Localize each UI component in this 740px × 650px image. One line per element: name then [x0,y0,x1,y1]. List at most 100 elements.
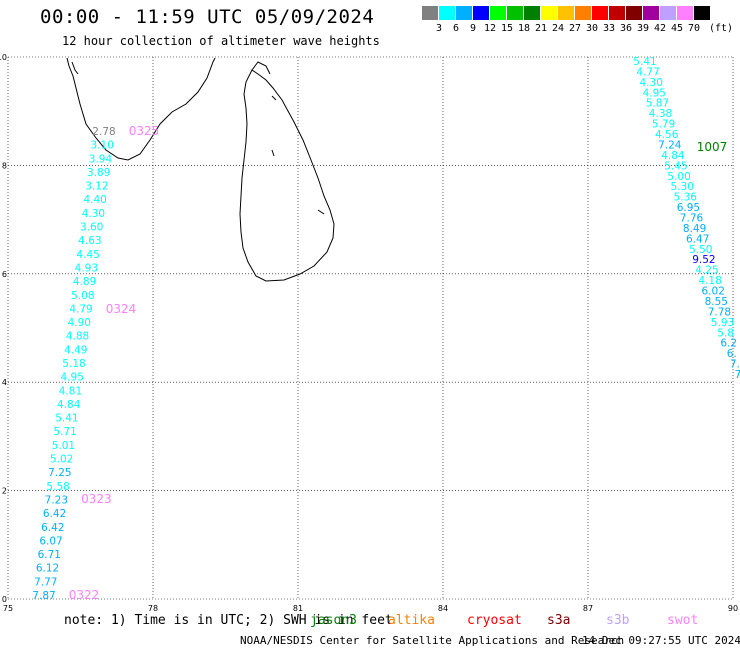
colorbar-swatch [541,6,557,20]
y-tick-label: 10 [0,53,7,62]
map-subtitle: 12 hour collection of altimeter wave hei… [62,34,380,48]
x-tick-label: 90 [728,604,738,613]
left-track: 2.78 3.103.94 3.89 3.124.40 4.30 3.604.63 4.45… [32,124,159,602]
wave-height-label: 5.45 [664,160,687,172]
wave-height-label: 6.42 [41,522,64,534]
legend-swot: swot [667,613,699,628]
colorbar-label: 30 [585,23,599,34]
wave-height-label: 5.58 [46,481,69,493]
wave-height-label: 6.71 [38,549,61,561]
wave-height-label: 5.71 [53,426,76,438]
wave-height-label: 6.2 [720,338,737,350]
wave-height-label: 5.41 [633,56,656,68]
pass-time-label: 0324 [106,302,137,316]
wave-height-label: 5.30 [671,181,694,193]
legend-s3a: s3a [547,613,571,628]
wave-height-label: 7 [735,369,740,381]
x-tick-label: 78 [148,604,158,613]
wave-height-label: 7.78 [708,306,731,318]
right-track: 5.414.774.304.955.874.385.794.567.244.84… [633,56,740,381]
y-tick-label: 2 [2,487,7,496]
wave-height-label: 4.25 [695,265,718,277]
colorbar-swatch [643,6,659,20]
colorbar-swatch [558,6,574,20]
colorbar-swatch [592,6,608,20]
wave-height-label: 6.02 [702,286,725,298]
axis-tick-labels: 75 78 81 84 87 90 0 2 4 6 8 10 [0,53,738,613]
pass-time-label: 0323 [81,492,112,506]
wave-height-label: 5.08 [71,290,94,302]
sri-lanka-outline [239,69,335,282]
wave-height-label: 4.95 [61,372,84,384]
colorbar-swatch [456,6,472,20]
colorbar-label: 27 [568,23,582,34]
colorbar-swatch [439,6,455,20]
wave-height-label: 6.47 [686,233,709,245]
wave-height-label: 2.78 [92,126,115,138]
wave-height-label: 4.84 [661,150,685,162]
wave-height-label: 3.89 [87,167,110,179]
wave-height-label: 6.42 [43,508,66,520]
wave-height-label: 4.81 [59,385,82,397]
colorbar-swatch [524,6,540,20]
wave-height-label: 5.50 [689,244,712,256]
pass-time-label: 1007 [697,140,728,154]
x-tick-label: 81 [293,604,303,613]
wave-height-label: 9.52 [692,254,715,266]
wave-height-label: 6. [727,348,737,360]
wave-height-label: 3.12 [85,181,108,193]
wave-height-label: 3.60 [80,222,103,234]
india-coast [66,57,216,161]
colorbar-label: 15 [500,23,514,34]
legend-jason3: jason3 [310,613,357,628]
pass-time-label: 0322 [69,588,100,602]
y-tick-label: 8 [2,161,7,170]
colorbar-label: 3 [435,23,443,34]
wave-height-label: 5.93 [711,317,734,329]
colorbar-label: 70 [687,23,701,34]
wave-height-label: 4.93 [75,262,98,274]
colorbar-swatch [490,6,506,20]
wave-height-label: 4.79 [69,303,92,315]
wave-height-label: 4.45 [76,249,99,261]
y-tick-label: 0 [2,595,7,604]
wave-height-label: 4.38 [649,108,672,120]
y-tick-label: 6 [2,270,7,279]
coast-islet [317,209,325,215]
wave-height-label: 3.10 [91,140,114,152]
coast-islet [271,149,275,157]
wave-height-label: 4.49 [64,344,87,356]
legend-s3b: s3b [606,613,630,628]
x-tick-label: 75 [3,604,13,613]
legend-cryosat: cryosat [467,613,522,628]
wave-height-label: 5.8 [717,327,734,339]
wave-height-label: 4.84 [57,399,81,411]
wave-height-label: 7.25 [48,467,71,479]
colorbar-label: 9 [469,23,477,34]
wave-height-label: 7.87 [32,590,55,602]
y-tick-label: 4 [2,378,7,387]
wave-height-label: 5.36 [674,192,698,204]
wave-height-label: 5.79 [652,119,675,131]
wave-height-label: 8.49 [683,223,706,235]
colorbar-label: 42 [653,23,667,34]
colorbar-swatch [694,6,710,20]
colorbar-swatch [575,6,591,20]
colorbar-label: 18 [517,23,531,34]
colorbar-swatch [626,6,642,20]
colorbar-label: 21 [534,23,548,34]
wave-height-label: 4.90 [68,317,91,329]
credit-text: NOAA/NESDIS Center for Satellite Applica… [240,634,625,647]
wave-height-label: 5.01 [52,440,75,452]
colorbar-swatch [677,6,693,20]
wave-height-label: 5.41 [55,413,78,425]
colorbar-swatch [422,6,438,20]
pass-time-label: 0325 [129,124,160,138]
x-tick-label: 87 [583,604,593,613]
wave-height-label: 4.56 [655,129,679,141]
wave-height-label: 7. [730,359,740,371]
wave-height-label: 3.94 [89,153,113,165]
coast-islet [251,61,271,75]
colorbar-label: 24 [551,23,565,34]
